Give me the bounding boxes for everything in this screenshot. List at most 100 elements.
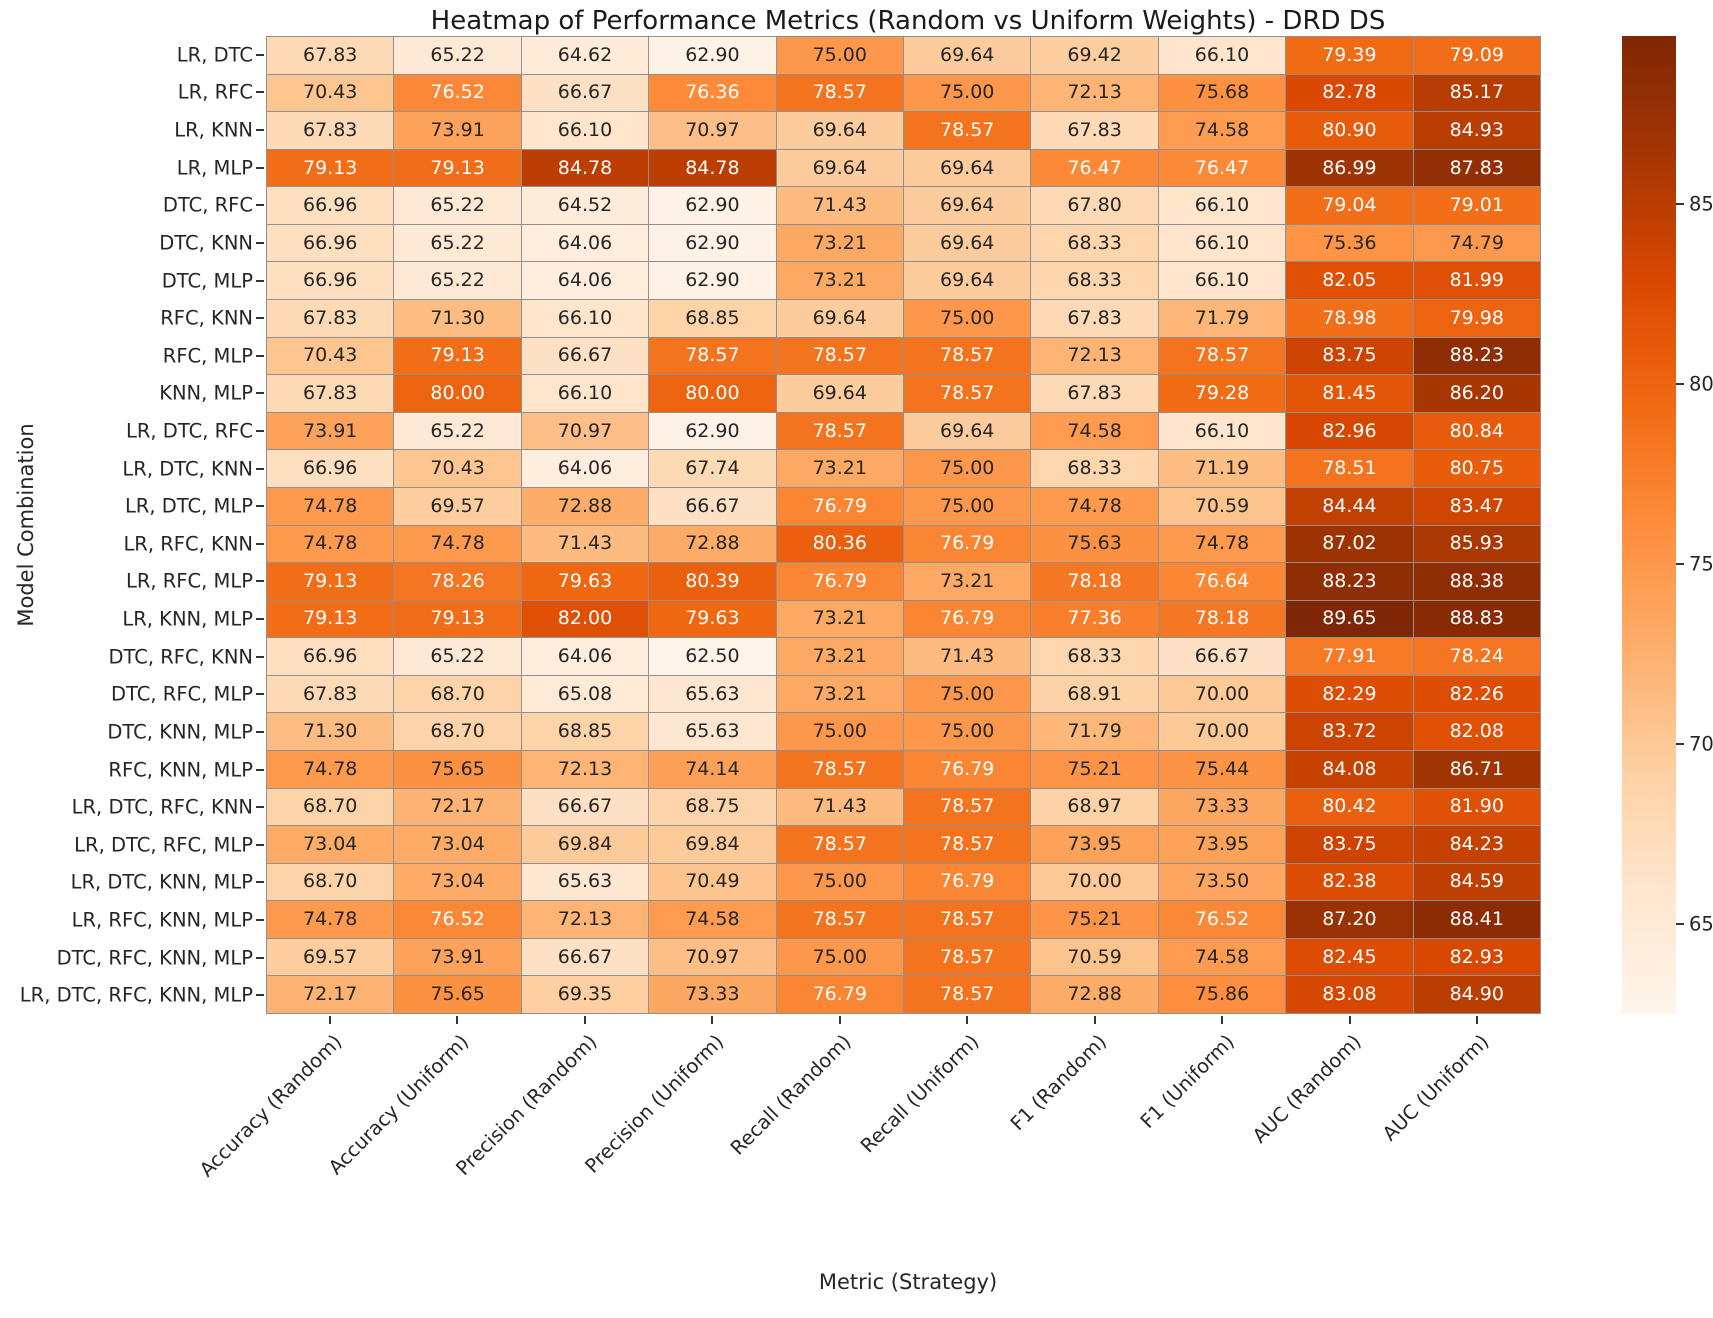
heatmap-cell: 79.13 — [267, 563, 394, 600]
heatmap-cell: 86.99 — [1286, 149, 1413, 187]
x-tick-mark — [583, 1016, 586, 1024]
y-tick-label: DTC, RFC, MLP — [110, 682, 253, 706]
heatmap-cell: 68.33 — [1031, 224, 1158, 262]
heatmap-cell: 76.79 — [776, 487, 903, 525]
heatmap-cell: 82.93 — [1413, 938, 1540, 976]
x-tick-label-text: Accuracy (Uniform) — [324, 1030, 474, 1180]
heatmap-cell: 75.65 — [394, 976, 521, 1013]
y-tick-mark — [256, 129, 264, 132]
heatmap-cell: 73.33 — [649, 976, 776, 1013]
y-tick-mark — [256, 91, 264, 94]
heatmap-cell: 66.67 — [521, 788, 649, 826]
y-tick-label: LR, DTC, KNN — [122, 457, 253, 481]
heatmap-cell: 87.02 — [1286, 525, 1413, 563]
heatmap-cell: 66.10 — [521, 300, 649, 337]
heatmap-cell: 68.33 — [1031, 450, 1158, 487]
heatmap-cell: 69.64 — [776, 112, 903, 149]
heatmap-cell: 71.43 — [904, 638, 1031, 675]
heatmap-cell: 82.96 — [1286, 412, 1413, 450]
heatmap-cell: 66.10 — [521, 375, 649, 412]
colorbar-tick-mark — [1676, 382, 1684, 385]
heatmap-cell: 68.97 — [1031, 788, 1158, 826]
heatmap-cell: 80.00 — [394, 375, 521, 412]
heatmap-cell: 71.43 — [776, 187, 903, 224]
heatmap-cell: 88.83 — [1413, 600, 1540, 638]
heatmap-cell: 66.67 — [521, 337, 649, 375]
heatmap-cell: 65.22 — [394, 224, 521, 262]
heatmap-cell: 79.63 — [521, 563, 649, 600]
heatmap-cell: 79.63 — [649, 600, 776, 638]
heatmap-cell: 70.43 — [394, 450, 521, 487]
heatmap-cell: 68.33 — [1031, 262, 1158, 300]
heatmap-cell: 72.13 — [521, 901, 649, 938]
y-tick-mark — [256, 392, 264, 395]
heatmap-cell: 70.59 — [1158, 487, 1286, 525]
colorbar-tick-mark — [1676, 922, 1684, 925]
heatmap-cell: 73.33 — [1158, 788, 1286, 826]
heatmap-cell: 82.45 — [1286, 938, 1413, 976]
heatmap-cell: 69.64 — [904, 224, 1031, 262]
heatmap-cell: 65.63 — [649, 675, 776, 713]
heatmap-cell: 73.95 — [1031, 826, 1158, 863]
heatmap-cell: 69.57 — [394, 487, 521, 525]
heatmap-cell: 78.57 — [904, 337, 1031, 375]
heatmap-cell: 69.64 — [776, 149, 903, 187]
heatmap-cell: 70.43 — [267, 74, 394, 112]
heatmap-cell: 69.35 — [521, 976, 649, 1013]
heatmap-cell: 64.52 — [521, 187, 649, 224]
heatmap-cell: 66.67 — [649, 487, 776, 525]
heatmap-cell: 84.78 — [521, 149, 649, 187]
heatmap-cell: 78.57 — [904, 826, 1031, 863]
heatmap-cell: 78.26 — [394, 563, 521, 600]
y-tick-mark — [256, 542, 264, 545]
heatmap-cell: 66.10 — [1158, 37, 1286, 74]
heatmap-cell: 76.79 — [776, 563, 903, 600]
heatmap-cell: 80.75 — [1413, 450, 1540, 487]
heatmap-cell: 67.83 — [1031, 112, 1158, 149]
heatmap-cell: 76.79 — [904, 750, 1031, 788]
heatmap-cell: 70.00 — [1031, 863, 1158, 901]
heatmap-cell: 71.43 — [521, 525, 649, 563]
heatmap-cell: 72.88 — [1031, 976, 1158, 1013]
heatmap-cell: 74.78 — [267, 750, 394, 788]
heatmap-cell: 75.00 — [776, 938, 903, 976]
heatmap-cell: 78.57 — [649, 337, 776, 375]
heatmap-cell: 78.57 — [776, 337, 903, 375]
heatmap-cell: 79.39 — [1286, 37, 1413, 74]
heatmap-cell: 83.72 — [1286, 713, 1413, 750]
heatmap-cell: 71.30 — [394, 300, 521, 337]
heatmap-cell: 75.00 — [904, 713, 1031, 750]
y-tick-label: LR, DTC, KNN, MLP — [70, 870, 253, 894]
heatmap-cell: 78.57 — [904, 375, 1031, 412]
heatmap-cell: 73.50 — [1158, 863, 1286, 901]
heatmap-cell: 75.21 — [1031, 901, 1158, 938]
heatmap-cell: 80.84 — [1413, 412, 1540, 450]
heatmap-cell: 88.41 — [1413, 901, 1540, 938]
heatmap-cell: 89.65 — [1286, 600, 1413, 638]
heatmap-cell: 75.21 — [1031, 750, 1158, 788]
heatmap-cell: 66.96 — [267, 450, 394, 487]
x-tick-mark — [711, 1016, 714, 1024]
heatmap-cell: 79.98 — [1413, 300, 1540, 337]
heatmap-cell: 88.23 — [1413, 337, 1540, 375]
heatmap-cell: 81.99 — [1413, 262, 1540, 300]
x-axis-label: Metric (Strategy) — [818, 1270, 998, 1294]
heatmap-cell: 84.93 — [1413, 112, 1540, 149]
heatmap-cell: 80.36 — [776, 525, 903, 563]
heatmap-cell: 70.97 — [649, 112, 776, 149]
x-tick-mark — [838, 1016, 841, 1024]
colorbar-tick-label: 70 — [1689, 732, 1713, 756]
heatmap-cell: 73.21 — [776, 262, 903, 300]
y-tick-label: DTC, RFC, KNN, MLP — [56, 946, 253, 970]
heatmap-cell: 74.14 — [649, 750, 776, 788]
heatmap-cell: 67.83 — [267, 375, 394, 412]
heatmap-cell: 78.51 — [1286, 450, 1413, 487]
heatmap-cell: 76.64 — [1158, 563, 1286, 600]
colorbar-tick-mark — [1676, 742, 1684, 745]
heatmap-cell: 75.00 — [776, 713, 903, 750]
heatmap-cell: 69.64 — [904, 187, 1031, 224]
y-tick-mark — [256, 429, 264, 432]
heatmap-cell: 66.10 — [1158, 224, 1286, 262]
heatmap-cell: 75.65 — [394, 750, 521, 788]
heatmap-cell: 65.22 — [394, 262, 521, 300]
